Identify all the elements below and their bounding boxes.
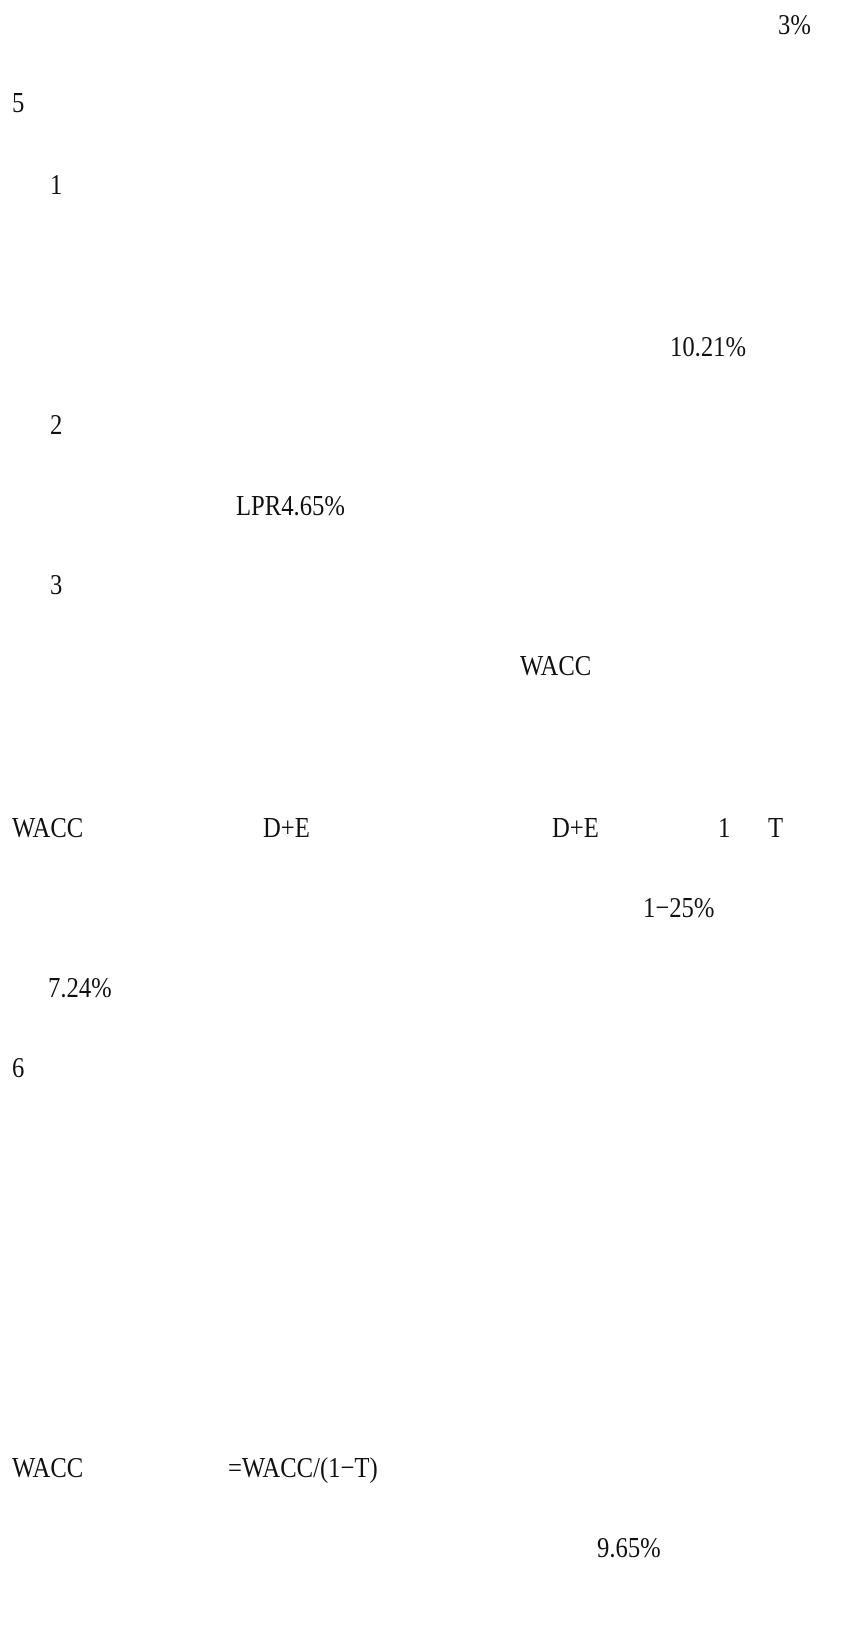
text-fragment: 1−25%	[643, 892, 715, 924]
text-fragment: 10.21%	[670, 331, 747, 363]
text-fragment: 3%	[778, 9, 811, 41]
text-fragment: D+E	[552, 812, 599, 844]
text-fragment: LPR4.65%	[236, 490, 345, 522]
text-fragment: D+E	[263, 812, 310, 844]
text-fragment: WACC	[12, 1452, 84, 1484]
text-fragment: 9.65%	[597, 1532, 661, 1564]
text-fragment: WACC	[12, 812, 84, 844]
text-fragment: 3	[50, 569, 63, 601]
text-fragment: 1	[718, 812, 731, 844]
text-fragment: WACC	[520, 650, 592, 682]
text-fragment: =WACC/(1−T)	[228, 1452, 378, 1484]
text-fragment: T	[768, 812, 784, 844]
text-fragment: 7.24%	[48, 972, 112, 1004]
text-fragment: 5	[12, 87, 25, 119]
text-fragment: 2	[50, 409, 63, 441]
text-fragment: 6	[12, 1052, 25, 1084]
text-fragment: 1	[50, 169, 63, 201]
